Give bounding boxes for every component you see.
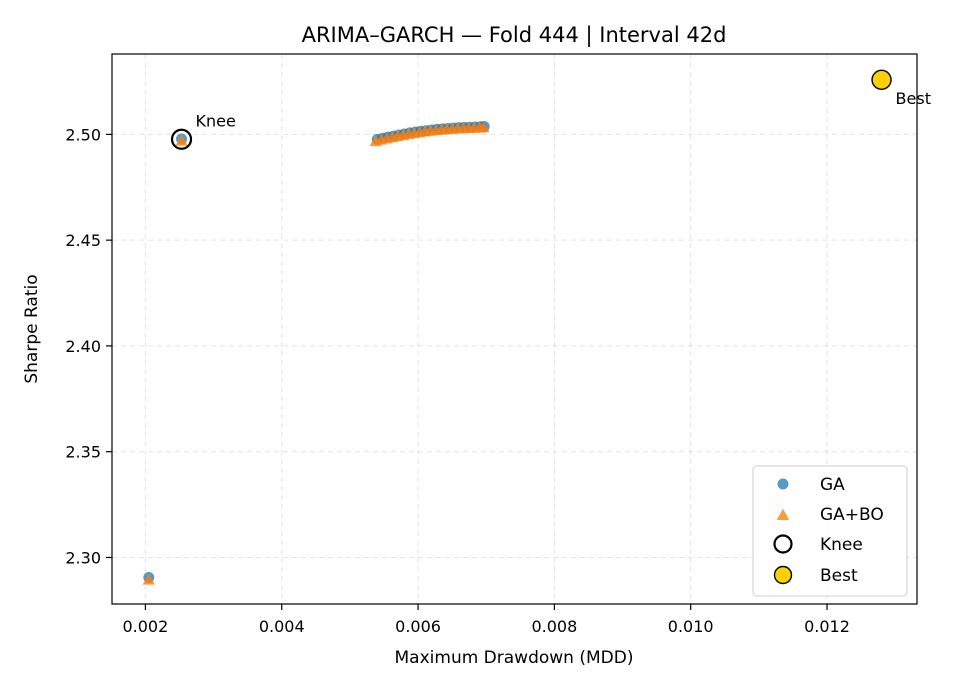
best-annotation: Best: [896, 89, 931, 108]
data-points: [142, 121, 490, 585]
y-axis-label: Sharpe Ratio: [22, 274, 42, 383]
x-tick-label: 0.008: [531, 617, 577, 636]
ga-bo-point: [175, 134, 188, 146]
legend-label: GA+BO: [820, 505, 884, 525]
best-marker: [871, 69, 892, 91]
annotations: Knee Best: [170, 69, 931, 150]
axis-ticks: 0.002 0.004 0.006 0.008 0.010 0.012 2.30 2.35 2.…: [65, 125, 850, 636]
legend-marker-ga: [777, 478, 789, 490]
legend-marker-ga-bo: [776, 508, 790, 520]
plot-frame: [111, 53, 918, 605]
ga-bo-point: [142, 573, 156, 585]
knee-annotation: Knee: [196, 111, 236, 130]
y-tick-label: 2.30: [65, 548, 101, 567]
x-tick-label: 0.006: [395, 617, 441, 636]
legend-marker-knee: [773, 534, 793, 554]
x-tick-label: 0.010: [668, 617, 714, 636]
chart-title: ARIMA–GARCH — Fold 444 | Interval 42d: [302, 23, 727, 48]
legend-label: GA: [820, 475, 845, 495]
legend-label: Knee: [820, 535, 863, 555]
y-tick-label: 2.45: [65, 231, 101, 250]
legend: GA GA+BO Knee Best: [752, 465, 908, 597]
x-tick-label: 0.002: [122, 617, 168, 636]
y-tick-label: 2.50: [65, 125, 101, 144]
y-tick-label: 2.40: [65, 337, 101, 356]
x-tick-label: 0.012: [804, 617, 850, 636]
legend-marker-best: [773, 565, 793, 585]
legend-box: [752, 465, 908, 597]
legend-label: Best: [820, 566, 858, 586]
x-axis-label: Maximum Drawdown (MDD): [395, 648, 634, 668]
knee-marker: [170, 128, 193, 150]
x-tick-label: 0.004: [259, 617, 305, 636]
ga-bo-point: [477, 121, 490, 133]
y-tick-label: 2.35: [65, 443, 101, 462]
